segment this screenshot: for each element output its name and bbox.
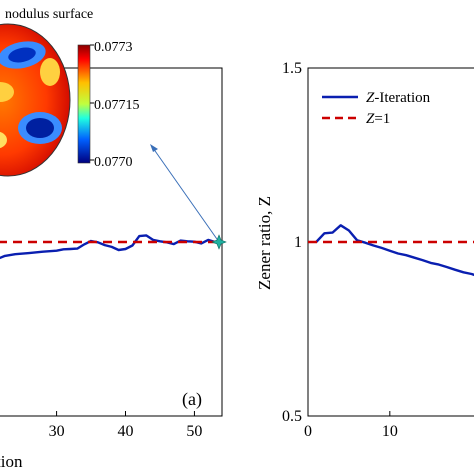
x-tick-label: 30: [49, 423, 65, 440]
colorbar: 0.0773 0.07715 0.0770: [77, 40, 140, 170]
colorbar-tick-top: 0.0773: [94, 40, 133, 55]
x-tick-label: 10: [382, 423, 398, 440]
right-y-axis-ticks: 0.5 1 1.5: [282, 60, 313, 425]
left-x-axis-label: tion: [0, 452, 23, 471]
left-x-axis-ticks: 30 40 50: [49, 411, 202, 440]
inset-pointer-arrow: [150, 144, 227, 250]
x-tick-label: 50: [186, 423, 202, 440]
legend-label-z-iteration: Z-Iteration: [366, 90, 431, 106]
legend-label-z-equals-1: Z=1: [366, 111, 390, 127]
left-series-group: [0, 234, 222, 260]
colorbar-tick-mid: 0.07715: [94, 98, 140, 113]
colorbar-tick-bottom: 0.0770: [94, 155, 133, 170]
highlight-star-marker: [211, 234, 227, 250]
x-tick-label: 0: [304, 423, 312, 440]
y-tick-label: 0.5: [282, 408, 302, 425]
inset: nodulus surface: [0, 7, 227, 250]
data-line-series: [0, 234, 216, 260]
right-panel: 0.5 1 1.5 0 10 Zener ratio, Z Z-Iteration Z…: [255, 60, 474, 440]
right-series-group: [308, 224, 474, 277]
inset-title: nodulus surface: [5, 7, 93, 22]
panel-label: (a): [182, 389, 202, 410]
data-line-series: [315, 224, 474, 277]
y-tick-label: 1.5: [282, 60, 302, 77]
right-y-axis-label: Zener ratio, Z: [255, 196, 274, 290]
legend: Z-Iteration Z=1: [313, 80, 474, 128]
x-tick-label: 40: [118, 423, 134, 440]
y-tick-label: 1: [294, 234, 302, 251]
right-x-axis-ticks: 0 10: [304, 411, 398, 440]
left-panel: 30 40 50 (a) tion nodulus surface: [0, 7, 227, 471]
surface-sphere: [0, 23, 71, 177]
